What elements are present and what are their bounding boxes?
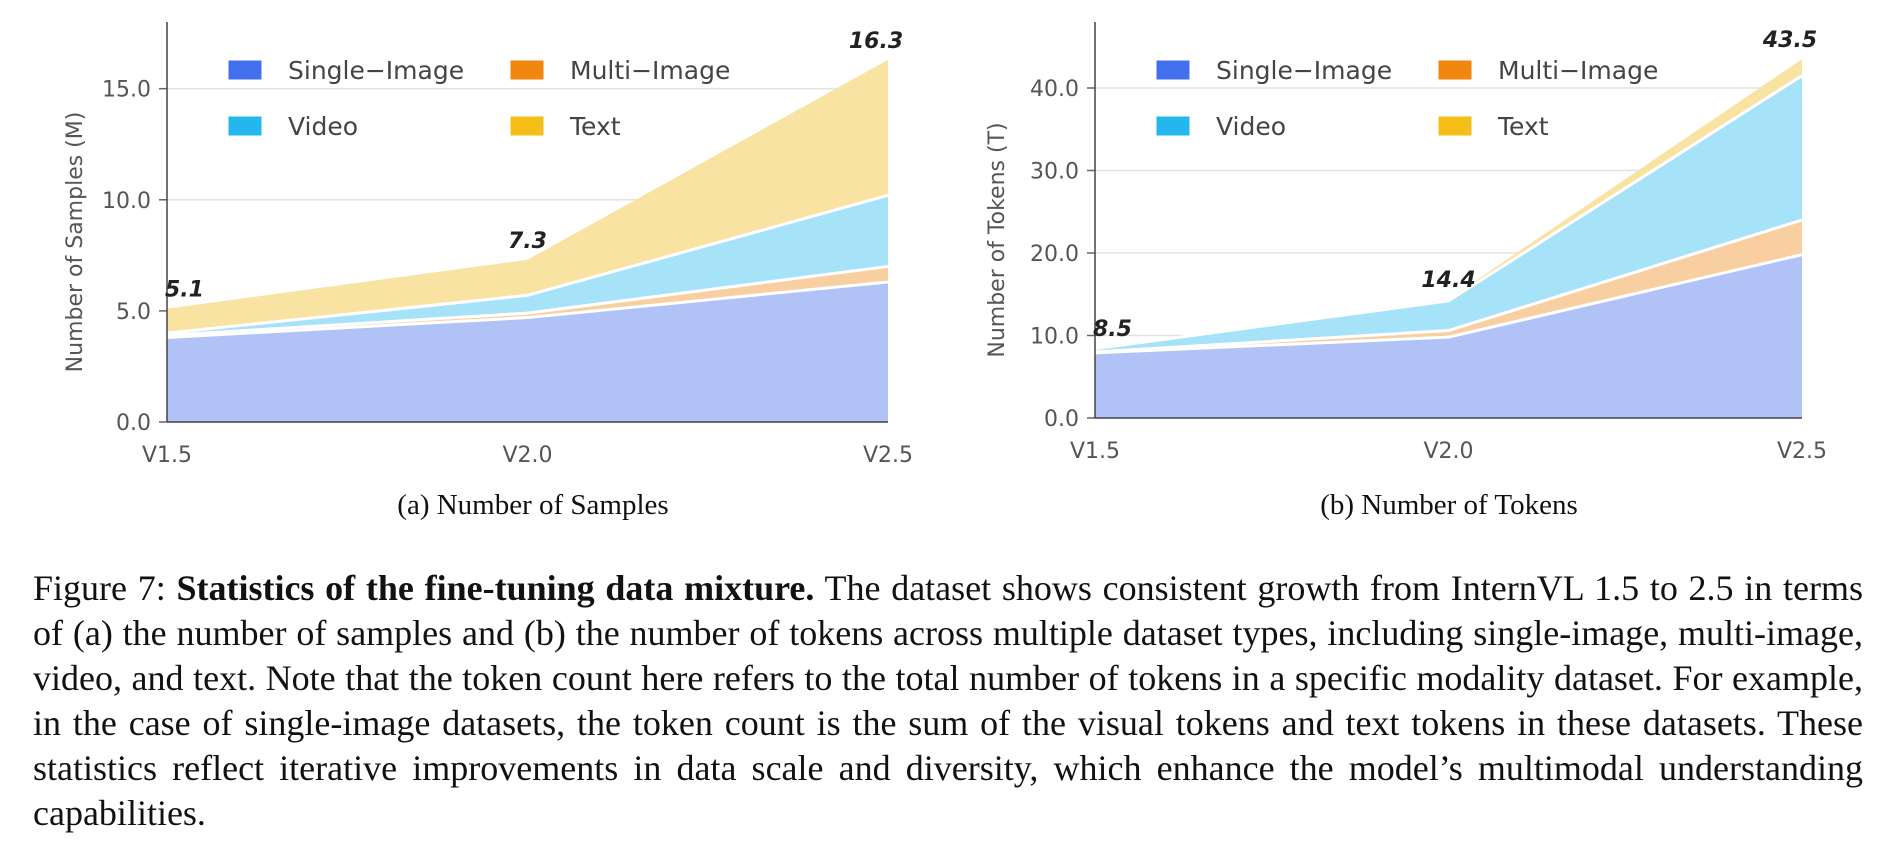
legend-swatch [227, 115, 263, 137]
x-tick-label: V2.5 [863, 443, 913, 468]
y-tick-label: 30.0 [1030, 160, 1079, 185]
caption-prefix: Figure 7: [33, 568, 177, 608]
total-data-label: 5.1 [165, 278, 204, 303]
legend-label: Multi−Image [1498, 56, 1658, 85]
subcaption: (a) Number of Samples [397, 489, 668, 521]
legend-swatch [509, 59, 545, 81]
legend-label: Text [569, 112, 621, 141]
y-tick-label: 40.0 [1030, 77, 1079, 102]
legend-label: Video [1216, 112, 1286, 141]
legend-label: Text [1497, 112, 1549, 141]
total-data-label: 8.5 [1093, 317, 1132, 342]
figure-caption: Figure 7: Statistics of the fine-tuning … [33, 566, 1863, 836]
y-tick-label: 0.0 [116, 411, 151, 436]
y-tick-label: 20.0 [1030, 242, 1079, 267]
area-video [167, 195, 888, 336]
legend-label: Single−Image [288, 56, 464, 85]
x-tick-label: V2.0 [502, 443, 552, 468]
legend-swatch [1155, 59, 1191, 81]
x-tick-label: V1.5 [142, 443, 192, 468]
caption-bold: Statistics of the fine-tuning data mixtu… [176, 568, 815, 608]
series-boundary [1094, 253, 1803, 355]
samples-chart: 0.0 5.0 10.0 15.0 V1.5 V2.0 V2.5 Number of Samp… [63, 22, 913, 521]
legend-swatch [1437, 115, 1473, 137]
legend-swatch [1437, 59, 1473, 81]
x-tick-label: V2.0 [1423, 439, 1473, 464]
series-boundary [1094, 74, 1803, 351]
y-axis-title: Number of Tokens (T) [985, 122, 1010, 357]
area-single-image [167, 282, 888, 422]
legend-label: Video [288, 112, 358, 141]
total-data-label: 16.3 [849, 29, 903, 54]
subcaption: (b) Number of Tokens [1320, 489, 1578, 521]
y-tick-label: 0.0 [1044, 407, 1079, 432]
series-boundary [166, 280, 889, 340]
legend-label: Single−Image [1216, 56, 1392, 85]
series-boundary [1094, 218, 1803, 354]
series-boundary [166, 193, 889, 335]
total-data-label: 14.4 [1421, 268, 1475, 293]
y-axis-title: Number of Samples (M) [63, 112, 88, 373]
area-video [1095, 75, 1802, 352]
tokens-chart: 0.0 10.0 20.0 30.0 40.0 V1.5 V2.0 V2.5 Number of… [985, 22, 1827, 521]
legend-swatch [227, 59, 263, 81]
x-tick-label: V1.5 [1070, 439, 1120, 464]
x-tick-label: V2.5 [1777, 439, 1827, 464]
total-data-label: 43.5 [1762, 28, 1817, 53]
total-data-label: 7.3 [508, 229, 547, 254]
legend-swatch [509, 115, 545, 137]
area-text [167, 59, 888, 334]
y-tick-label: 10.0 [1030, 325, 1079, 350]
y-tick-label: 5.0 [116, 300, 151, 325]
series-boundary [166, 264, 889, 337]
legend-swatch [1155, 115, 1191, 137]
y-tick-label: 15.0 [102, 78, 151, 103]
area-single-image [1095, 254, 1802, 418]
caption-text: The dataset shows consistent growth from… [33, 568, 1863, 833]
legend-label: Multi−Image [570, 56, 730, 85]
y-tick-label: 10.0 [102, 189, 151, 214]
